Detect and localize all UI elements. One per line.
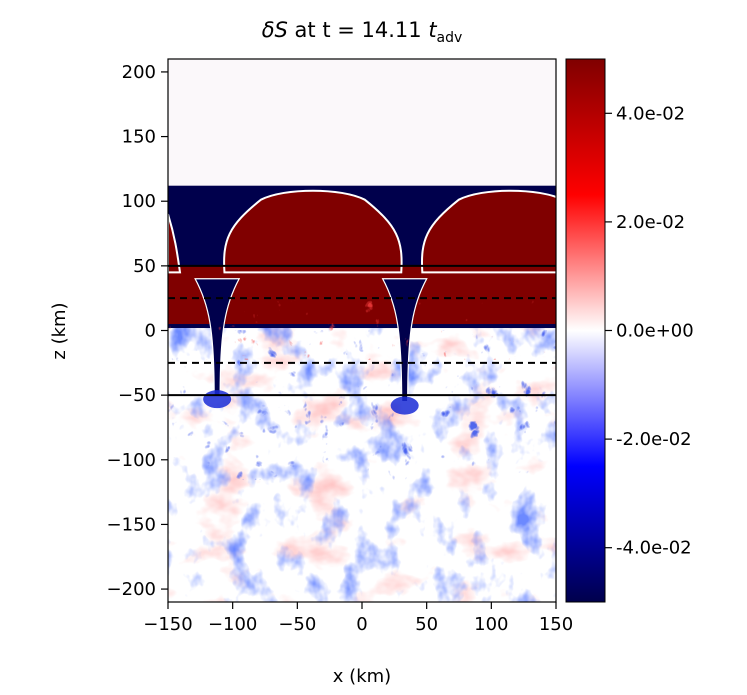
y-tick-label: 150: [122, 127, 156, 148]
colorbar-axis: -4.0e-02 -2.0e-02 0.0e+00 2.0e-02 4.0e-02: [605, 103, 694, 559]
plume-mushroom-1: [223, 189, 403, 274]
colorbar-tick-label: -4.0e-02: [616, 538, 692, 559]
y-tick-label: −150: [107, 514, 156, 535]
y-axis: −200 −150 −100 −50 0 50 100 150 200: [107, 62, 168, 600]
x-tick-label: 100: [474, 614, 508, 635]
y-tick-label: 50: [133, 256, 156, 277]
x-tick-label: −100: [208, 614, 257, 635]
x-axis: −150 −100 −50 0 50 100 150: [143, 602, 573, 635]
colorbar: [565, 58, 606, 603]
x-tick-label: 50: [415, 614, 438, 635]
turbulent-lower-field: [168, 325, 556, 602]
plot-area: [168, 59, 556, 602]
chart-title: δS at t = 14.11 tadv: [262, 18, 463, 46]
plume-vortex-1: [203, 390, 232, 409]
title-time-subscript: adv: [437, 30, 463, 46]
colorbar-tick-label: 0.0e+00: [616, 321, 694, 342]
x-tick-label: 150: [539, 614, 573, 635]
title-symbol: δS: [262, 18, 288, 42]
plume-vortex-2: [390, 396, 419, 415]
title-middle: at t = 14.11: [288, 18, 428, 42]
x-axis-label: x (km): [333, 666, 391, 687]
colorbar-tick-label: -2.0e-02: [616, 429, 692, 450]
x-tick-label: 0: [356, 614, 367, 635]
title-time-symbol: t: [428, 18, 437, 42]
y-tick-label: −50: [118, 385, 156, 406]
y-tick-label: −200: [107, 579, 156, 600]
y-tick-label: −100: [107, 450, 156, 471]
x-tick-label: −50: [278, 614, 316, 635]
x-tick-label: −150: [143, 614, 192, 635]
colorbar-tick-label: 2.0e-02: [616, 212, 685, 233]
y-tick-label: 0: [145, 321, 156, 342]
y-tick-label: 100: [122, 191, 156, 212]
plume-mushroom-edge: [168, 213, 182, 274]
colorbar-tick-label: 4.0e-02: [616, 103, 685, 124]
y-tick-label: 200: [122, 62, 156, 83]
field-top-tint: [168, 59, 556, 187]
reference-lines: [168, 264, 556, 397]
mixed-red-noise: [168, 300, 556, 360]
y-axis-label: z (km): [49, 302, 70, 359]
plume-mushroom-2: [420, 189, 556, 274]
